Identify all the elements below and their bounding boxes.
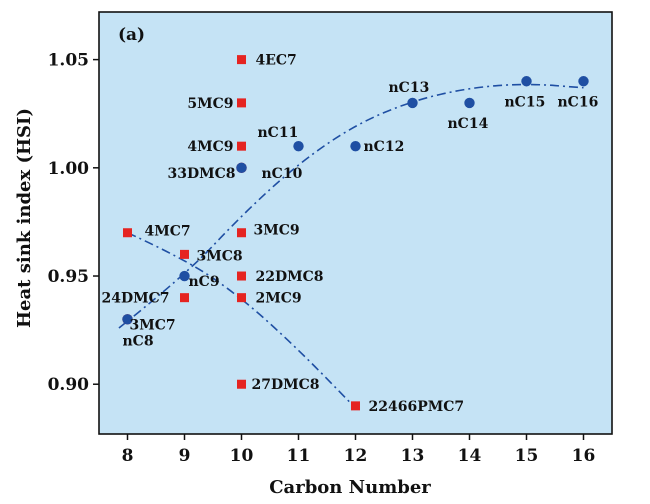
y-tick-label: 1.00	[48, 159, 90, 179]
x-tick-label: 15	[515, 446, 539, 466]
x-tick-label: 14	[458, 446, 482, 466]
point-24dmc7	[180, 293, 189, 303]
label-3mc8: 3MC8	[197, 248, 243, 264]
label-nc10: nC10	[262, 166, 303, 182]
x-tick-label: 9	[179, 446, 191, 466]
point-22dmc8	[237, 271, 246, 281]
x-tick-label: 8	[122, 446, 134, 466]
label-nc16: nC16	[558, 94, 599, 110]
axis-ticks: 8 9 10 11 12 13 14 15 16 0.90 0.95 1.00 1.05	[48, 51, 596, 466]
y-tick-label: 1.05	[48, 51, 89, 71]
label-22dmc8: 22DMC8	[256, 269, 324, 285]
point-4mc9	[237, 141, 246, 151]
data-markers	[122, 55, 589, 411]
label-nc9: nC9	[189, 274, 220, 290]
label-nc11: nC11	[258, 125, 299, 141]
label-nc13: nC13	[389, 80, 430, 96]
y-tick-label: 0.95	[48, 267, 89, 287]
point-nc14	[464, 97, 475, 109]
x-tick-label: 11	[287, 446, 311, 466]
trend-lines	[118, 83, 584, 409]
label-33dmc8: 33DMC8	[167, 166, 235, 182]
x-tick-label: 10	[230, 446, 254, 466]
point-nc16	[578, 76, 589, 87]
label-4ec7: 4EC7	[256, 53, 297, 69]
y-axis-title: Heat sink index (HSI)	[14, 108, 35, 328]
point-4mc7	[123, 228, 132, 238]
x-tick-label: 13	[401, 446, 425, 466]
point-labels: 4EC7 5MC9 4MC9 4MC7 3MC9 3MC8 22DMC8 24DMC7 2MC9…	[102, 53, 599, 415]
x-tick-label: 12	[344, 446, 368, 466]
panel-label: (a)	[118, 25, 145, 45]
point-3mc9	[237, 228, 246, 238]
label-24dmc7: 24DMC7	[102, 291, 170, 307]
point-22466pmc7	[351, 401, 360, 411]
point-nc8	[122, 314, 133, 325]
label-2mc9: 2MC9	[256, 291, 302, 307]
point-2mc9	[237, 293, 246, 303]
point-nc13	[407, 97, 418, 109]
point-nc12	[350, 140, 361, 152]
label-3mc9: 3MC9	[254, 223, 300, 239]
point-5mc9	[237, 98, 246, 108]
point-nc15	[521, 76, 532, 87]
point-4ec7	[237, 55, 246, 65]
label-4mc7: 4MC7	[145, 224, 191, 240]
label-27dmc8: 27DMC8	[252, 377, 320, 393]
point-nc11	[293, 140, 304, 152]
label-5mc9: 5MC9	[187, 96, 233, 112]
label-nc14: nC14	[448, 116, 489, 132]
label-nc12: nC12	[364, 139, 405, 155]
x-axis-title: Carbon Number	[269, 477, 431, 498]
x-tick-label: 16	[572, 446, 596, 466]
label-3mc7: 3MC7	[130, 317, 176, 333]
point-nc10	[236, 162, 247, 174]
point-27dmc8	[237, 379, 246, 389]
label-nc8: nC8	[123, 333, 154, 349]
y-tick-label: 0.90	[48, 375, 90, 395]
label-nc15: nC15	[505, 94, 546, 110]
trend-line-2	[127, 232, 357, 409]
label-22466pmc7: 22466PMC7	[369, 399, 465, 415]
point-nc9	[179, 270, 190, 282]
label-4mc9: 4MC9	[187, 139, 233, 155]
trend-line-1	[118, 83, 584, 329]
point-3mc8	[180, 249, 189, 259]
